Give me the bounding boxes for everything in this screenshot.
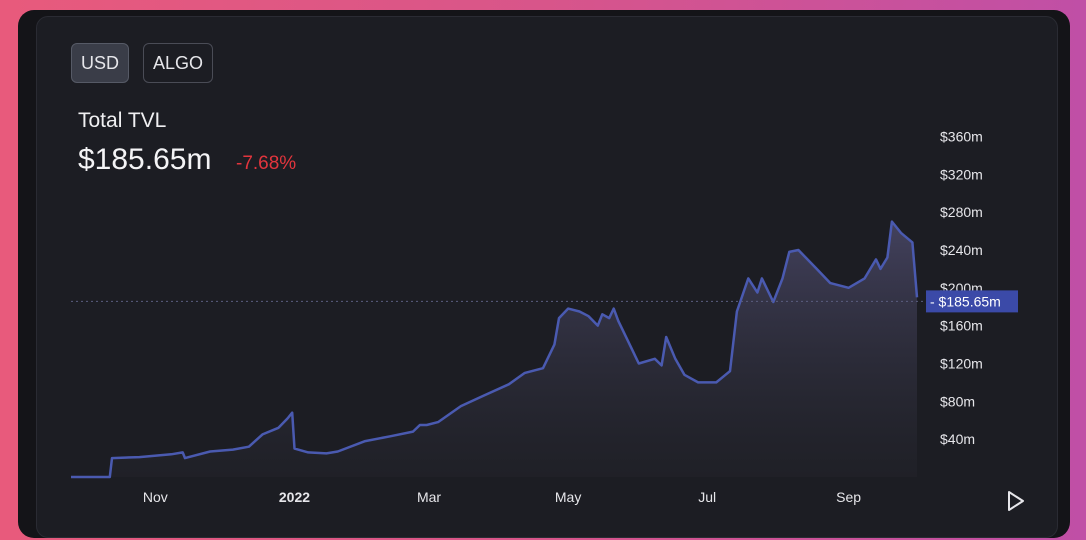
x-tick-label: Nov [143, 489, 168, 505]
tvl-area-fill [71, 221, 917, 477]
x-tick-label: May [555, 489, 581, 505]
tvl-series-line [71, 220, 919, 479]
play-icon[interactable] [1003, 489, 1027, 513]
tvl-change-percent: -7.68% [236, 153, 297, 174]
y-tick-label: $320m [940, 166, 983, 182]
tvl-value: $185.65m [78, 143, 212, 176]
y-tick-label: $160m [940, 318, 983, 334]
tvl-area-chart: $40m$80m$120m$160m$200m$240m$280m$320m$3… [71, 128, 1018, 505]
tvl-chart-card: USD ALGO Total TVL $185.65m -7.68% $40m $… [36, 16, 1058, 538]
x-tick-label: 2022 [279, 489, 310, 505]
x-tick-label: Jul [698, 489, 716, 505]
y-tick-label: $40m [940, 431, 975, 447]
y-tick-label: $120m [940, 355, 983, 371]
usd-toggle-button[interactable]: USD [71, 43, 130, 83]
current-value-label: - $185.65m [926, 290, 1018, 313]
x-tick-label: Mar [417, 489, 441, 505]
y-tick-label: $80m [940, 393, 975, 409]
y-tick-label: $360m [940, 128, 983, 144]
x-tick-label: Sep [836, 489, 861, 505]
svg-text:- $185.65m: - $185.65m [930, 293, 1001, 309]
algo-toggle-button[interactable]: ALGO [143, 43, 214, 83]
y-tick-label: $240m [940, 242, 983, 258]
chart-title: Total TVL [78, 109, 167, 132]
y-tick-label: $280m [940, 204, 983, 220]
